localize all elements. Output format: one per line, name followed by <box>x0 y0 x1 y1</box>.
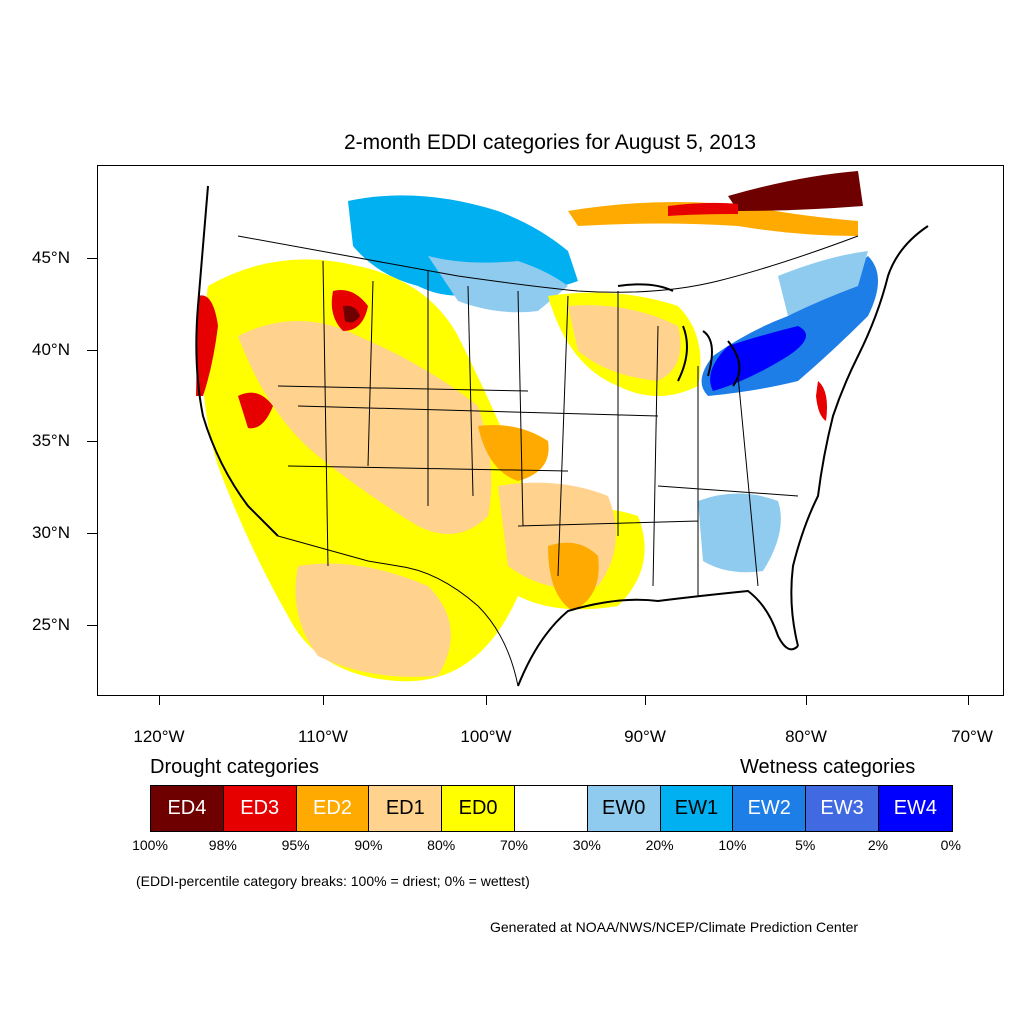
lat-label-40n: 40°N <box>32 340 70 359</box>
legend-box-ed1: ED1 <box>369 786 443 831</box>
percent-break-label: 0% <box>940 837 961 853</box>
map-panel <box>97 165 1004 696</box>
lat-label-35n: 35°N <box>32 431 70 450</box>
percent-break-label: 95% <box>281 837 310 853</box>
lon-tick-100w <box>486 696 487 705</box>
legend-box-normal <box>514 786 588 831</box>
wet-northeast-light <box>778 251 868 316</box>
legend-box-ed0: ED0 <box>442 786 515 831</box>
wetness-categories-heading: Wetness categories <box>740 756 916 778</box>
great-lakes <box>617 283 741 387</box>
gulf-coast <box>517 589 799 687</box>
percent-break-label: 90% <box>354 837 383 853</box>
ed2-arkansas <box>548 542 599 611</box>
wet-northeast-dark <box>710 326 806 391</box>
legend-box-ew4: EW4 <box>878 786 952 831</box>
wet-northern-plains-light <box>428 256 568 313</box>
us-canada-border <box>237 235 859 293</box>
percent-break-label: 98% <box>208 837 237 853</box>
boundaries <box>195 185 929 687</box>
us-mexico-border <box>277 535 519 687</box>
lat-tick-25n <box>87 625 97 626</box>
ed3-mid-atlantic <box>816 381 827 421</box>
legend-box-ew3: EW3 <box>806 786 879 831</box>
percent-break-label: 70% <box>499 837 529 853</box>
legend-box-ew1: EW1 <box>660 786 734 831</box>
lat-label-30n: 30°N <box>32 523 70 542</box>
percent-break-label: 30% <box>572 837 601 853</box>
lat-tick-35n <box>87 441 97 442</box>
lat-label-25n: 25°N <box>32 615 70 634</box>
legend-box-ew0: EW0 <box>587 786 661 831</box>
lon-label-80w: 80°W <box>785 727 827 746</box>
east-coast <box>790 225 929 647</box>
wetness-regions <box>256 195 878 573</box>
lon-tick-70w <box>968 696 969 705</box>
state-lines <box>277 260 799 596</box>
percent-break-label: 80% <box>427 837 456 853</box>
ed2-plains <box>478 425 549 481</box>
ed4-canada <box>728 171 863 211</box>
percent-break-label: 5% <box>795 837 816 853</box>
category-note: (EDDI-percentile category breaks: 100% =… <box>136 873 530 889</box>
lat-tick-40n <box>87 350 97 351</box>
ed4-idaho <box>343 305 360 323</box>
lon-label-120w: 120°W <box>133 727 185 746</box>
eddi-map <box>195 171 929 687</box>
lon-tick-120w <box>159 696 160 705</box>
percent-break-label: 20% <box>645 837 674 853</box>
percent-break-label: 2% <box>867 837 889 853</box>
lon-tick-90w <box>645 696 646 705</box>
lon-label-70w: 70°W <box>951 727 993 746</box>
ed1-south <box>295 563 451 677</box>
lat-tick-30n <box>87 533 97 534</box>
lat-label-45n: 45°N <box>32 248 70 267</box>
lon-label-90w: 90°W <box>624 727 666 746</box>
percent-break-label: 100% <box>132 837 168 853</box>
percent-break-label: 10% <box>718 837 747 853</box>
lon-tick-110w <box>323 696 324 705</box>
map-title: 2-month EDDI categories for August 5, 20… <box>343 131 757 154</box>
legend-color-bar: ED4 ED3 ED2 ED1 ED0 EW0 EW1 EW2 EW3 EW4 <box>150 785 953 832</box>
legend-box-ew2: EW2 <box>733 786 807 831</box>
wet-southeast <box>698 493 781 573</box>
legend-box-ed2: ED2 <box>296 786 370 831</box>
lon-label-110w: 110°W <box>298 727 348 746</box>
lon-tick-80w <box>806 696 807 705</box>
credit-line: Generated at NOAA/NWS/NCEP/Climate Predi… <box>490 919 859 935</box>
legend-box-ed3: ED3 <box>223 786 297 831</box>
west-coast <box>195 185 279 537</box>
ed3-canada <box>668 202 738 216</box>
ed1-midwest <box>568 305 681 381</box>
legend-box-ed4: ED4 <box>151 786 224 831</box>
lat-tick-45n <box>87 258 97 259</box>
lon-label-100w: 100°W <box>460 727 512 746</box>
drought-categories-heading: Drought categories <box>150 756 319 778</box>
ed2-canada <box>568 202 858 236</box>
ed3-california <box>238 392 273 429</box>
ed3-coast <box>196 295 218 396</box>
